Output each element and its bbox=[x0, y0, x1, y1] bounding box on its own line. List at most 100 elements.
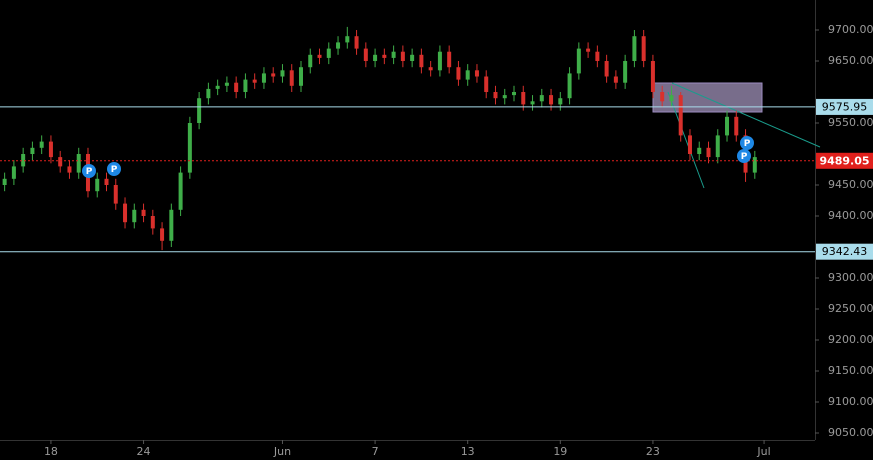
candle-body bbox=[641, 36, 646, 62]
marker bbox=[107, 162, 121, 176]
candle-body bbox=[484, 76, 489, 93]
marker bbox=[740, 136, 754, 150]
x-tick-label: 18 bbox=[44, 445, 58, 458]
candle-body bbox=[530, 101, 535, 105]
candle-body bbox=[400, 51, 405, 62]
x-tick-label: 13 bbox=[461, 445, 475, 458]
candle-body bbox=[298, 67, 303, 86]
candle-body bbox=[576, 48, 581, 74]
marker-label: P bbox=[111, 165, 118, 175]
candle-body bbox=[150, 216, 155, 229]
candle-body bbox=[539, 95, 544, 102]
candle-body bbox=[104, 178, 109, 186]
y-tick-label: 9650.00 bbox=[828, 54, 873, 67]
candle-body bbox=[549, 95, 554, 105]
drawing-rectangle bbox=[652, 82, 763, 113]
candle-body bbox=[604, 61, 609, 77]
candle-body bbox=[428, 67, 433, 71]
candle-body bbox=[261, 73, 266, 83]
candle-body bbox=[48, 141, 53, 158]
y-tick-label: 9250.00 bbox=[828, 302, 873, 315]
annotations: P P P P bbox=[82, 136, 754, 178]
candle-body bbox=[95, 178, 100, 192]
x-tick-label: Jul bbox=[756, 445, 770, 458]
y-tick-label: 9050.00 bbox=[828, 426, 873, 439]
candle-body bbox=[660, 92, 665, 102]
trend-line bbox=[667, 91, 705, 189]
candle-body bbox=[160, 228, 165, 241]
candle-body bbox=[706, 147, 711, 158]
candle-body bbox=[613, 76, 618, 83]
candle-body bbox=[132, 209, 137, 223]
candle-body bbox=[595, 51, 600, 62]
candle-body bbox=[678, 95, 683, 136]
candle-body bbox=[280, 70, 285, 77]
candle-body bbox=[521, 92, 526, 105]
price-label: 9489.05 bbox=[819, 154, 869, 167]
marker bbox=[82, 164, 96, 178]
candle-body bbox=[437, 51, 442, 71]
x-tick-label: 23 bbox=[646, 445, 660, 458]
candle-body bbox=[697, 147, 702, 155]
candle-body bbox=[326, 48, 331, 58]
candle-body bbox=[243, 79, 248, 93]
candle-body bbox=[336, 42, 341, 49]
x-tick-label: 19 bbox=[553, 445, 567, 458]
candle-body bbox=[169, 209, 174, 241]
candle-body bbox=[456, 67, 461, 80]
candle-body bbox=[363, 48, 368, 62]
candle-body bbox=[178, 172, 183, 210]
candle-body bbox=[669, 95, 674, 102]
candle-body bbox=[558, 98, 563, 105]
candle-body bbox=[586, 48, 591, 52]
y-tick-label: 9150.00 bbox=[828, 364, 873, 377]
candle-body bbox=[224, 82, 229, 86]
candle-body bbox=[76, 154, 81, 173]
candle-body bbox=[391, 51, 396, 58]
candle-body bbox=[650, 61, 655, 93]
candle-body bbox=[215, 85, 220, 89]
price-label-box bbox=[816, 98, 873, 115]
y-tick-label: 9450.00 bbox=[828, 178, 873, 191]
candle-body bbox=[289, 70, 294, 86]
candle-body bbox=[410, 54, 415, 62]
price-label-box bbox=[816, 152, 873, 169]
candle-body bbox=[123, 203, 128, 223]
price-label: 9342.43 bbox=[822, 245, 868, 258]
x-tick-label: Jun bbox=[273, 445, 291, 458]
y-tick-label: 9200.00 bbox=[828, 333, 873, 346]
candle-body bbox=[345, 36, 350, 43]
candle-body bbox=[419, 54, 424, 68]
candle-body bbox=[58, 157, 63, 167]
price-label-box bbox=[816, 243, 873, 260]
candle-body bbox=[465, 70, 470, 80]
x-tick-label: 24 bbox=[137, 445, 151, 458]
candle-body bbox=[30, 147, 35, 155]
candle-body bbox=[373, 54, 378, 62]
candle-body bbox=[67, 166, 72, 173]
candle-body bbox=[113, 185, 118, 204]
candle-body bbox=[39, 141, 44, 148]
candle-body bbox=[308, 54, 313, 68]
candle-body bbox=[623, 61, 628, 83]
price-label: 9575.95 bbox=[822, 100, 868, 113]
marker-label: P bbox=[741, 152, 748, 162]
candle-body bbox=[474, 70, 479, 77]
marker bbox=[737, 149, 751, 163]
candle-body bbox=[206, 88, 211, 99]
candle-body bbox=[447, 51, 452, 68]
candle-body bbox=[234, 82, 239, 93]
candle-body bbox=[141, 209, 146, 217]
candle-body bbox=[752, 157, 757, 173]
candle-body bbox=[187, 123, 192, 173]
candle-body bbox=[567, 73, 572, 99]
candle-body bbox=[271, 73, 276, 77]
candle-body bbox=[21, 154, 26, 167]
candle-body bbox=[715, 135, 720, 158]
candle-body bbox=[382, 54, 387, 58]
candle-body bbox=[252, 79, 257, 83]
candle-body bbox=[2, 178, 7, 186]
